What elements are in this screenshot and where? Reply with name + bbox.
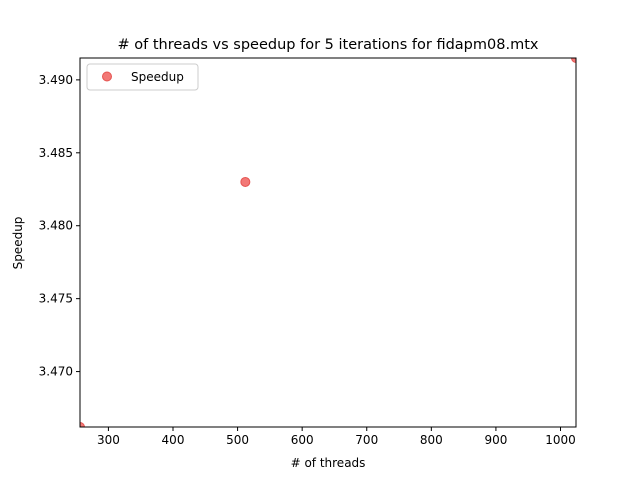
y-axis: 3.470 3.475 3.480 3.485 3.490 [39, 73, 80, 379]
y-tick-label: 3.470 [39, 365, 73, 379]
x-tick-label: 700 [355, 433, 378, 447]
y-tick-label: 3.490 [39, 73, 73, 87]
x-tick-label: 800 [420, 433, 443, 447]
legend: Speedup [86, 63, 199, 91]
y-tick-label: 3.480 [39, 219, 73, 233]
chart-title: # of threads vs speedup for 5 iterations… [118, 37, 539, 53]
x-axis-label: # of threads [291, 456, 366, 470]
x-axis: 300 400 500 600 700 800 900 1000 [97, 427, 576, 447]
plot-frame [79, 57, 577, 428]
legend-box [86, 63, 199, 91]
data-point [240, 176, 251, 187]
y-tick-label: 3.485 [39, 146, 73, 160]
x-tick-label: 900 [484, 433, 507, 447]
data-point [80, 422, 85, 427]
y-axis-label: Speedup [11, 217, 25, 270]
legend-label: Speedup [131, 70, 184, 84]
x-tick-label: 600 [291, 433, 314, 447]
x-tick-label: 400 [162, 433, 185, 447]
x-tick-label: 500 [226, 433, 249, 447]
plot-area [80, 58, 576, 427]
x-tick-label: 1000 [545, 433, 576, 447]
legend-marker [102, 71, 112, 82]
y-tick-label: 3.475 [39, 292, 73, 306]
data-point [571, 58, 576, 63]
x-tick-label: 300 [97, 433, 120, 447]
